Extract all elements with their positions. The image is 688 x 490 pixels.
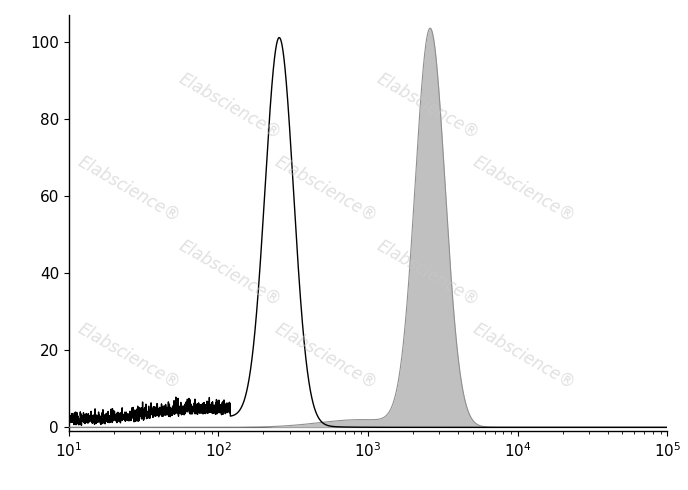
Text: Elabscience®: Elabscience® (176, 236, 285, 310)
Text: Elabscience®: Elabscience® (176, 70, 285, 143)
Text: Elabscience®: Elabscience® (469, 153, 578, 226)
Text: Elabscience®: Elabscience® (74, 153, 183, 226)
Text: Elabscience®: Elabscience® (374, 70, 482, 143)
Text: Elabscience®: Elabscience® (272, 153, 380, 226)
Text: Elabscience®: Elabscience® (272, 319, 380, 393)
Text: Elabscience®: Elabscience® (374, 236, 482, 310)
Text: Elabscience®: Elabscience® (74, 319, 183, 393)
Text: Elabscience®: Elabscience® (469, 319, 578, 393)
